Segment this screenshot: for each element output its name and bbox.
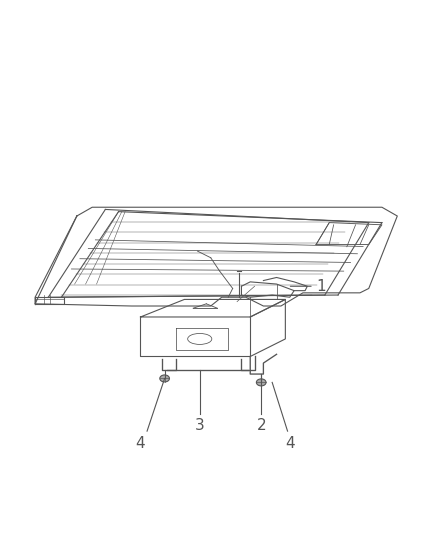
Text: 1: 1: [315, 279, 325, 294]
Text: 4: 4: [284, 435, 294, 450]
Ellipse shape: [159, 375, 169, 382]
Text: 3: 3: [194, 418, 204, 433]
Text: 2: 2: [256, 418, 265, 433]
Text: 4: 4: [135, 435, 145, 450]
Ellipse shape: [256, 379, 265, 386]
